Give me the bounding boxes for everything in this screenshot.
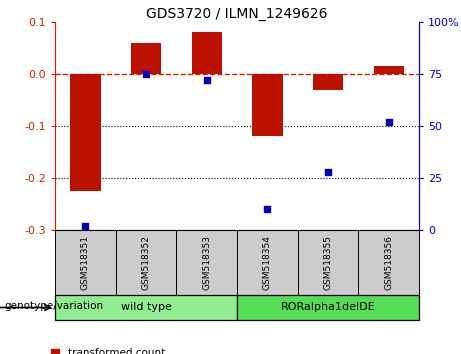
Point bbox=[142, 71, 150, 77]
Point bbox=[264, 206, 271, 212]
Text: genotype/variation: genotype/variation bbox=[5, 301, 104, 311]
Point bbox=[203, 78, 210, 83]
Text: GSM518353: GSM518353 bbox=[202, 235, 211, 290]
Bar bbox=[131, 43, 161, 74]
Bar bbox=[55, 295, 237, 320]
Text: GSM518355: GSM518355 bbox=[324, 235, 332, 290]
Bar bbox=[191, 33, 222, 74]
Bar bbox=[70, 74, 100, 191]
Point bbox=[324, 169, 331, 175]
Bar bbox=[252, 74, 283, 136]
Bar bbox=[373, 66, 404, 74]
Text: RORalpha1delDE: RORalpha1delDE bbox=[281, 303, 375, 313]
Point bbox=[82, 223, 89, 229]
Bar bbox=[116, 230, 177, 295]
Text: GSM518351: GSM518351 bbox=[81, 235, 90, 290]
Point bbox=[385, 119, 392, 125]
Title: GDS3720 / ILMN_1249626: GDS3720 / ILMN_1249626 bbox=[146, 7, 328, 21]
Text: GSM518352: GSM518352 bbox=[142, 235, 150, 290]
Bar bbox=[313, 74, 343, 90]
Bar bbox=[177, 230, 237, 295]
Bar bbox=[358, 230, 419, 295]
Bar bbox=[237, 295, 419, 320]
Bar bbox=[298, 230, 358, 295]
Text: wild type: wild type bbox=[121, 303, 171, 313]
Bar bbox=[237, 230, 298, 295]
Bar bbox=[55, 230, 116, 295]
Legend: transformed count, percentile rank within the sample: transformed count, percentile rank withi… bbox=[51, 348, 243, 354]
Text: GSM518356: GSM518356 bbox=[384, 235, 393, 290]
Text: GSM518354: GSM518354 bbox=[263, 235, 272, 290]
